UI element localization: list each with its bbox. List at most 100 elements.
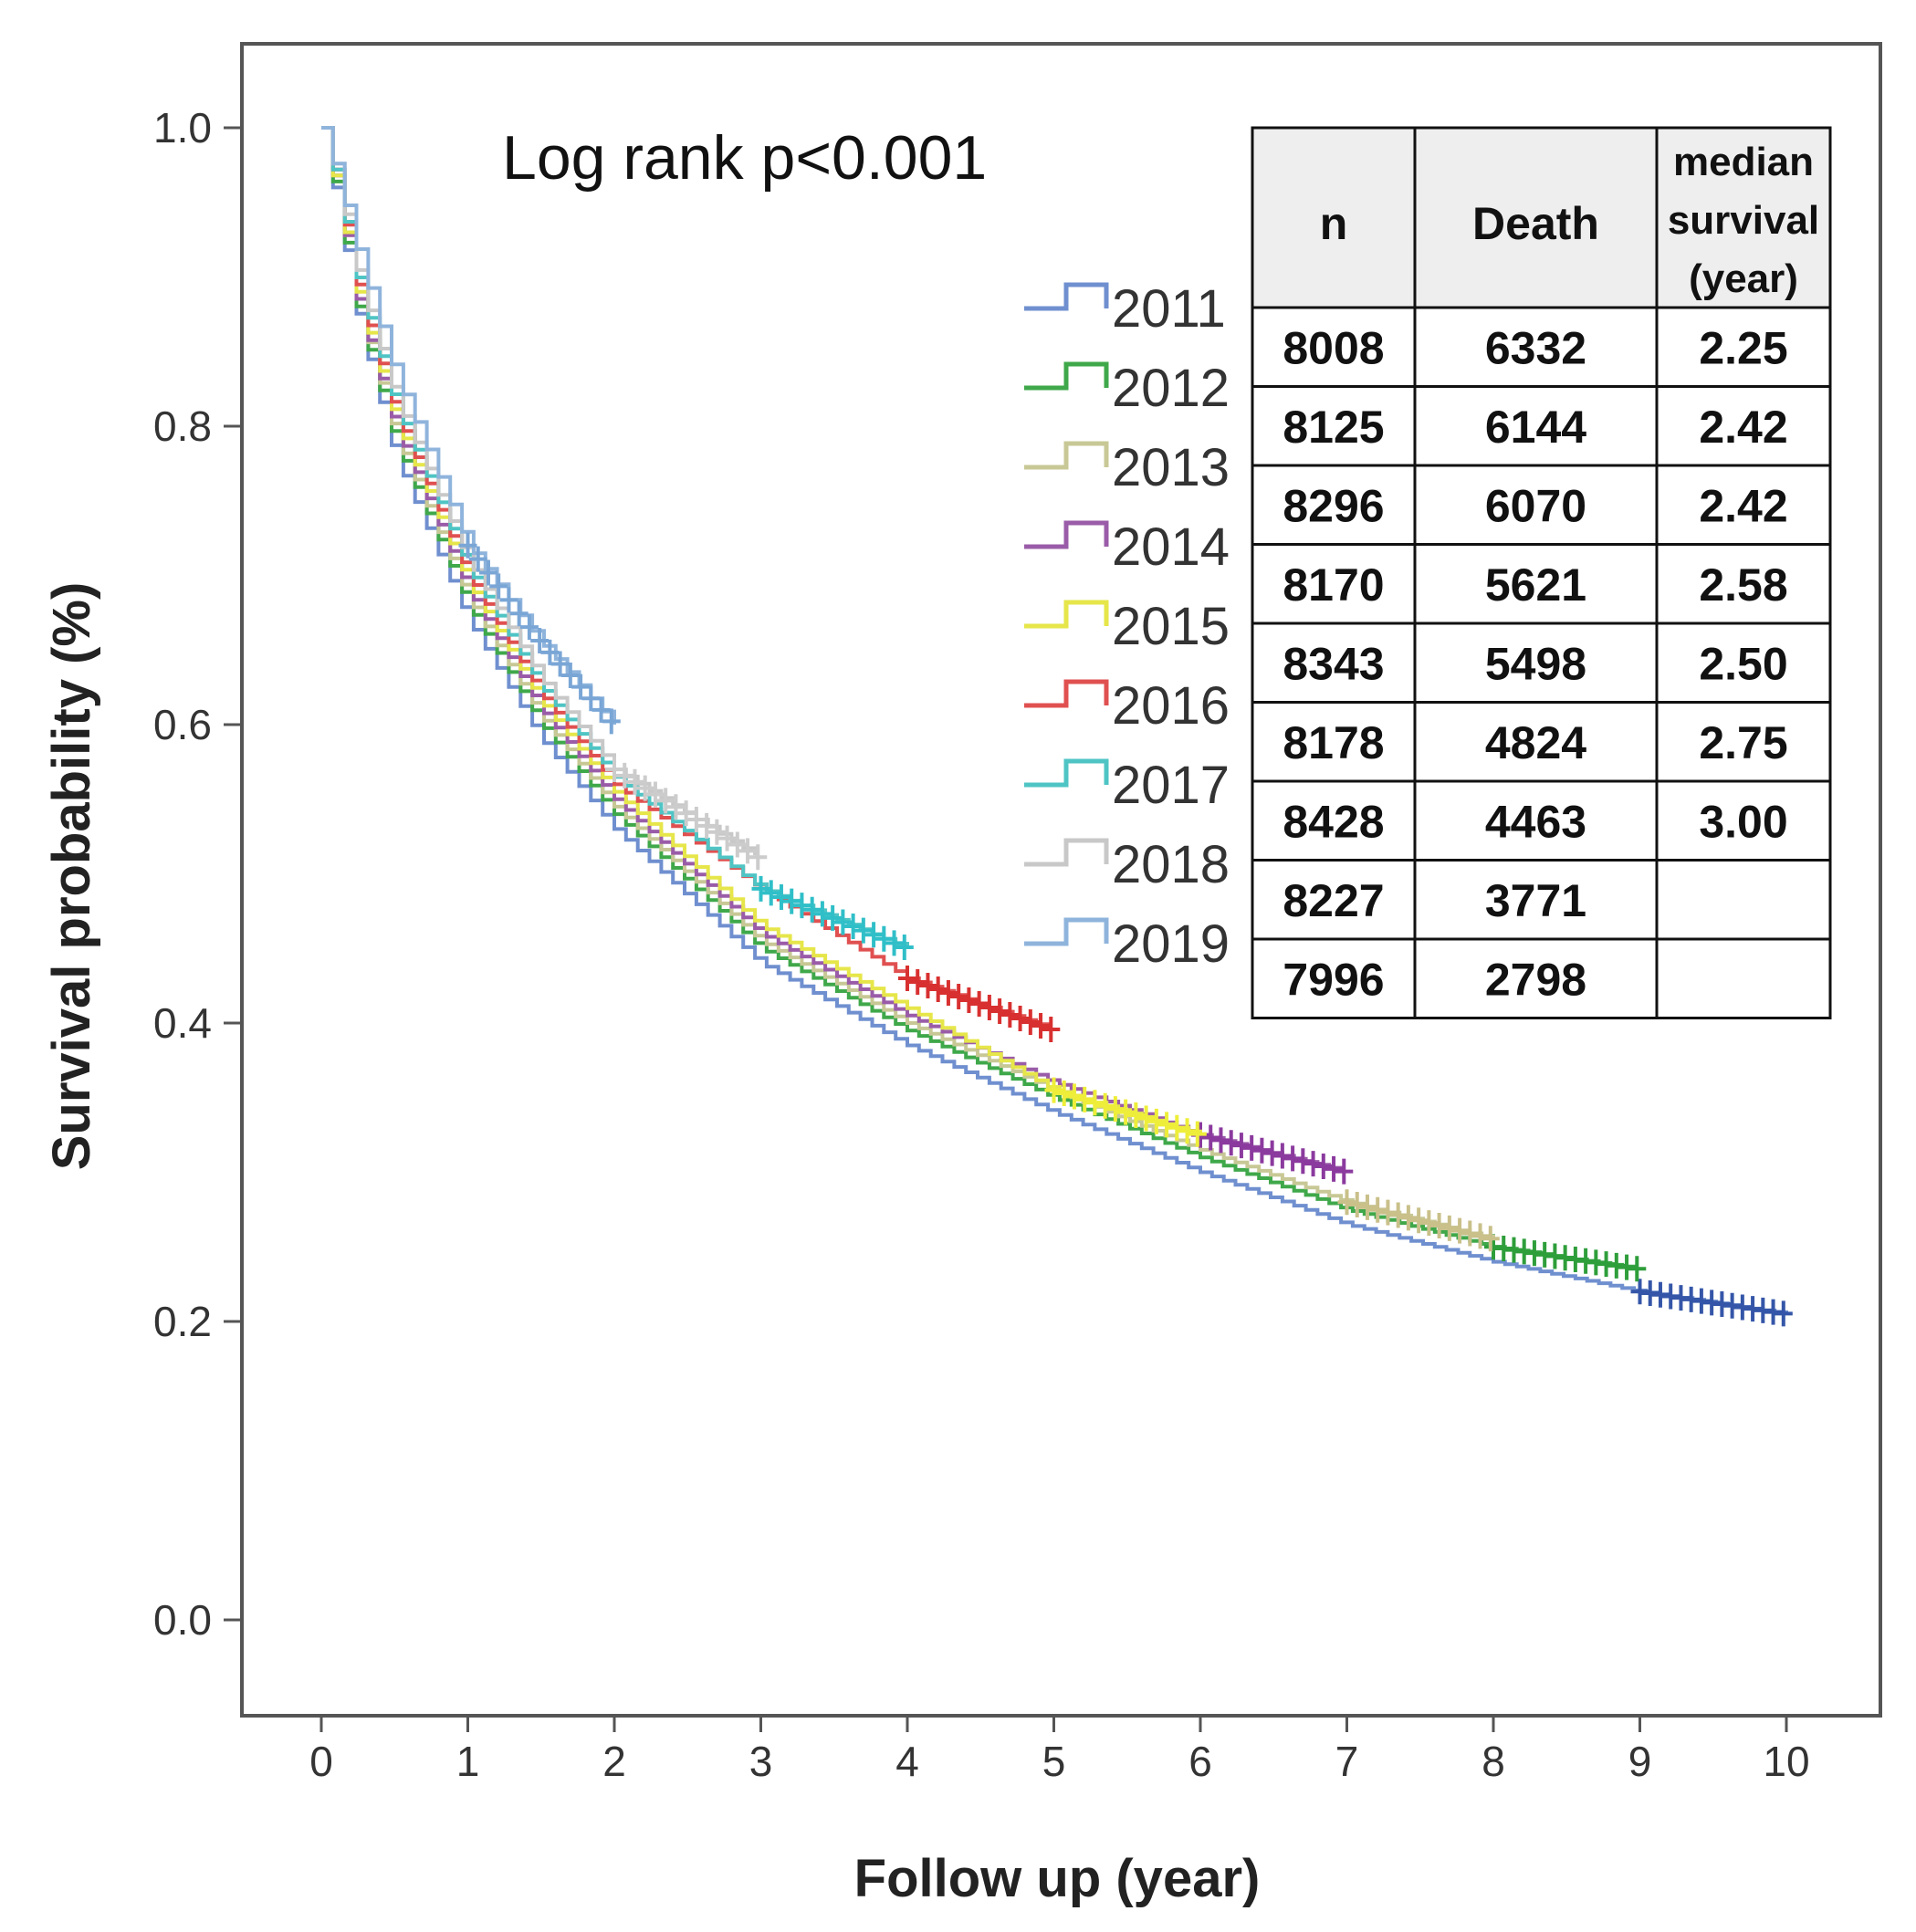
plot-frame — [240, 42, 1882, 1718]
censor-mark — [468, 546, 487, 572]
censor-mark — [833, 909, 853, 935]
table-cell: 3.00 — [1699, 796, 1787, 847]
table-header-cell: median survival (year) — [1668, 140, 1819, 301]
legend-label: 2019 — [1112, 914, 1230, 974]
table-cell: 8428 — [1283, 796, 1384, 847]
curve-2015 — [321, 126, 1202, 1135]
censor-mark — [1628, 1256, 1647, 1282]
censor-mark — [1252, 1137, 1272, 1164]
censor-mark — [771, 884, 790, 911]
censor-mark — [1085, 1090, 1105, 1116]
legend-item-2011: 2011 — [1024, 279, 1226, 339]
table-header-cell: n — [1320, 198, 1348, 249]
y-tick-label: 0.4 — [153, 999, 212, 1047]
table-cell: 6070 — [1485, 480, 1586, 531]
legend-swatch — [1024, 679, 1109, 708]
table-cell: 2.25 — [1699, 322, 1787, 373]
y-tick-label: 0.2 — [153, 1298, 212, 1345]
survival-curves — [321, 126, 1793, 1327]
table-row: 8008 6332 2.25 — [1283, 322, 1787, 373]
censor-mark — [550, 651, 570, 677]
censor-mark — [1481, 1226, 1500, 1252]
legend-swatch — [1024, 282, 1109, 311]
x-tick-label: 0 — [309, 1738, 333, 1785]
y-tick-label: 0.0 — [153, 1596, 212, 1644]
censor-mark — [918, 972, 937, 998]
legend-item-2013: 2013 — [1024, 438, 1230, 497]
legend-label: 2017 — [1112, 756, 1230, 815]
censor-mark — [656, 788, 675, 814]
censor-mark — [602, 708, 621, 735]
censor-mark — [990, 998, 1010, 1024]
x-tick-label: 2 — [602, 1738, 626, 1785]
legend-item-2012: 2012 — [1024, 359, 1230, 418]
legend-swatch — [1024, 917, 1109, 946]
censor-mark — [1450, 1217, 1470, 1244]
table-header-text: Death — [1472, 198, 1599, 249]
censor-mark — [1136, 1105, 1156, 1132]
table-cell: 4824 — [1485, 717, 1586, 768]
censor-mark — [938, 979, 958, 1006]
censor-mark — [1409, 1207, 1429, 1234]
table-cell: 2.58 — [1699, 559, 1787, 611]
censor-mark — [1337, 1189, 1356, 1216]
censor-mark — [581, 685, 601, 712]
censor-mark — [874, 925, 894, 952]
table-cell: 8008 — [1283, 322, 1384, 373]
legend-swatch — [1024, 600, 1109, 629]
censor-mark — [1075, 1086, 1094, 1112]
table-cell: 8170 — [1283, 559, 1384, 611]
curve-2019 — [321, 126, 616, 725]
censor-mark — [605, 757, 623, 783]
legend-label: 2011 — [1112, 279, 1226, 339]
series-2016 — [321, 126, 1061, 1043]
y-axis-title: Survival probability (%) — [42, 582, 101, 1171]
chart-annotation: Log rank p<0.001 — [502, 123, 987, 193]
legend-item-2017: 2017 — [1024, 756, 1230, 815]
x-axis-title: Follow up (year) — [854, 1849, 1261, 1908]
table-row: 8125 6144 2.42 — [1283, 402, 1787, 453]
censor-mark — [686, 806, 706, 832]
censor-mark — [1116, 1099, 1136, 1125]
x-tick-label: 1 — [456, 1738, 480, 1785]
censor-mark — [898, 965, 916, 991]
x-tick-label: 8 — [1481, 1738, 1505, 1785]
legend-label: 2016 — [1112, 676, 1230, 736]
censor-mark — [1324, 1155, 1344, 1182]
censor-mark — [823, 904, 843, 931]
censor-mark — [458, 532, 477, 559]
series-2011 — [321, 126, 1793, 1327]
table-cell: 2.75 — [1699, 717, 1787, 768]
x-axis: 0 1 2 3 4 5 6 7 8 9 10 — [309, 1716, 1810, 1785]
censor-mark — [499, 587, 518, 613]
censor-mark — [1272, 1143, 1292, 1169]
legend-item-2018: 2018 — [1024, 835, 1230, 894]
censor-mark — [697, 812, 717, 839]
censor-mark — [1368, 1196, 1387, 1223]
censor-mark — [728, 831, 747, 858]
y-axis: 0.0 0.2 0.4 0.6 0.8 1.0 — [153, 104, 242, 1644]
censor-mark — [1335, 1158, 1354, 1185]
censor-mark — [853, 917, 873, 944]
censor-mark — [979, 995, 999, 1020]
y-tick-label: 0.6 — [153, 701, 212, 748]
table-cell: 8178 — [1283, 717, 1384, 768]
curve-2011 — [321, 126, 1788, 1314]
table-header-cell: Death — [1472, 198, 1599, 249]
legend-item-2016: 2016 — [1024, 676, 1230, 736]
censor-mark — [751, 875, 770, 902]
censor-mark — [928, 976, 948, 1002]
censor-mark — [1211, 1127, 1230, 1154]
table-border — [1251, 126, 1832, 1019]
table-cell: 4463 — [1485, 796, 1586, 847]
table-cell: 2798 — [1485, 954, 1586, 1005]
legend-label: 2015 — [1112, 597, 1230, 656]
legend-label: 2012 — [1112, 359, 1230, 418]
censor-mark — [645, 781, 665, 808]
censor-mark — [1378, 1199, 1398, 1226]
censor-mark — [802, 896, 822, 923]
censor-mark — [489, 573, 508, 600]
censor-mark — [1042, 1017, 1061, 1043]
censor-mark — [1429, 1212, 1449, 1238]
